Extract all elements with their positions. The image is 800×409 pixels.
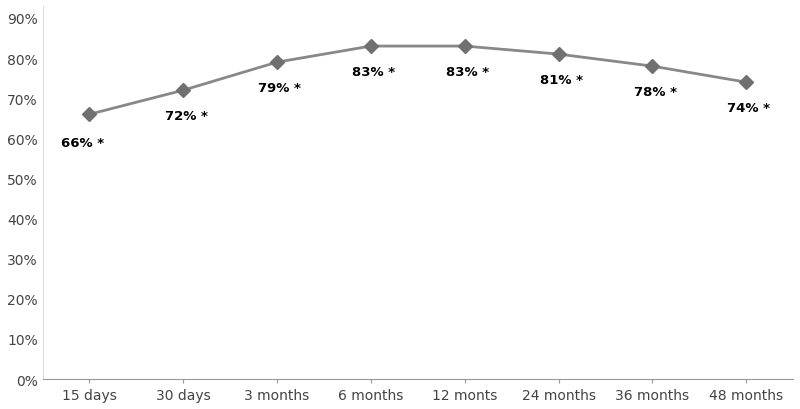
Text: 83% *: 83% * <box>352 66 395 79</box>
Text: 78% *: 78% * <box>634 86 677 99</box>
Text: 74% *: 74% * <box>727 102 770 115</box>
Text: 83% *: 83% * <box>446 66 489 79</box>
Text: 79% *: 79% * <box>258 82 301 95</box>
Text: 72% *: 72% * <box>165 110 207 123</box>
Text: 66% *: 66% * <box>62 137 105 150</box>
Text: 81% *: 81% * <box>540 74 582 87</box>
